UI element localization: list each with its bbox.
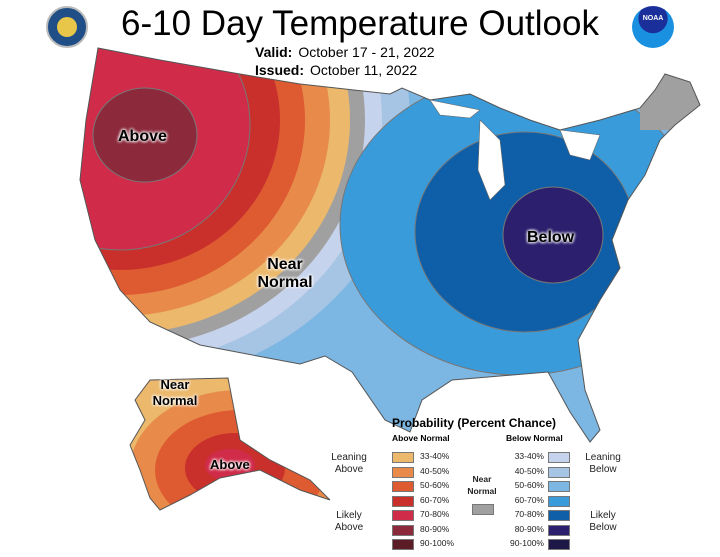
- issued-value: October 11, 2022: [310, 62, 418, 78]
- legend-title: Probability (Percent Chance): [392, 416, 557, 430]
- legend-swatch-above-6: [392, 539, 414, 550]
- legend-likely-below: Likely Below: [589, 510, 617, 533]
- legend-above-header: Above Normal: [392, 433, 450, 443]
- legend-swatch-below-1: [548, 466, 570, 478]
- legend-below-header: Below Normal: [506, 433, 563, 443]
- legend-leaning-above: Leaning Above: [331, 452, 367, 475]
- legend-range-below-1: 40-50%: [514, 465, 544, 476]
- legend-swatch-below-3: [548, 495, 570, 507]
- legend-swatch-above-0: [392, 452, 414, 463]
- great-lakes: [429, 99, 601, 201]
- legend-range-below-4: 70-80%: [514, 509, 544, 519]
- legend-range-above-1: 40-50%: [420, 465, 450, 476]
- legend-swatch-below-2: [548, 481, 570, 492]
- legend-near-normal-label: Near Normal: [467, 474, 497, 496]
- valid-value: October 17 - 21, 2022: [298, 44, 435, 60]
- label-near-normal-alaska: Near Normal: [152, 377, 198, 408]
- legend-range-below-5: 80-90%: [514, 523, 544, 534]
- legend-range-above-2: 50-60%: [420, 480, 450, 490]
- legend-range-below-2: 50-60%: [514, 480, 544, 490]
- legend-likely-above: Likely Above: [334, 510, 364, 533]
- issued-label: Issued:: [255, 62, 305, 78]
- label-near-normal-central: Near Normal: [257, 256, 313, 291]
- legend-swatch-below-6: [548, 539, 570, 550]
- legend-swatch-below-5: [548, 524, 570, 536]
- legend-range-below-3: 60-70%: [514, 494, 544, 505]
- noaa-logo: NOAA: [632, 6, 674, 48]
- legend-swatch-above-4: [392, 510, 414, 521]
- legend-swatch-above-5: [392, 524, 414, 536]
- legend-range-below-0: 33-40%: [514, 451, 544, 461]
- legend-leaning-below: Leaning Below: [585, 452, 621, 475]
- legend-swatch-above-3: [392, 495, 414, 507]
- legend-swatch-below-0: [548, 452, 570, 463]
- legend-swatch-below-4: [548, 510, 570, 521]
- legend-range-above-4: 70-80%: [420, 509, 450, 519]
- legend-swatch-above-2: [392, 481, 414, 492]
- label-above-alaska: Above: [210, 457, 250, 472]
- issued-date: Issued: October 11, 2022: [255, 62, 417, 78]
- alaska-outline: [129, 377, 331, 511]
- legend-range-above-5: 80-90%: [420, 523, 450, 534]
- legend-range-below-6: 90-100%: [509, 538, 544, 548]
- label-below-east: Below: [527, 229, 575, 246]
- probability-legend: Probability (Percent Chance) Above Norma…: [326, 416, 626, 556]
- commerce-seal-logo: [46, 6, 88, 48]
- valid-label: Valid:: [255, 44, 293, 60]
- conus-outline: [79, 47, 701, 443]
- legend-range-above-0: 33-40%: [420, 451, 450, 461]
- page-title: 6-10 Day Temperature Outlook: [121, 4, 599, 43]
- legend-range-above-6: 90-100%: [420, 538, 455, 548]
- legend-swatch-above-1: [392, 466, 414, 478]
- valid-dates: Valid: October 17 - 21, 2022: [255, 44, 435, 60]
- label-above-west: Above: [118, 128, 167, 145]
- legend-range-above-3: 60-70%: [420, 494, 450, 505]
- legend-near-normal-swatch: [472, 504, 494, 515]
